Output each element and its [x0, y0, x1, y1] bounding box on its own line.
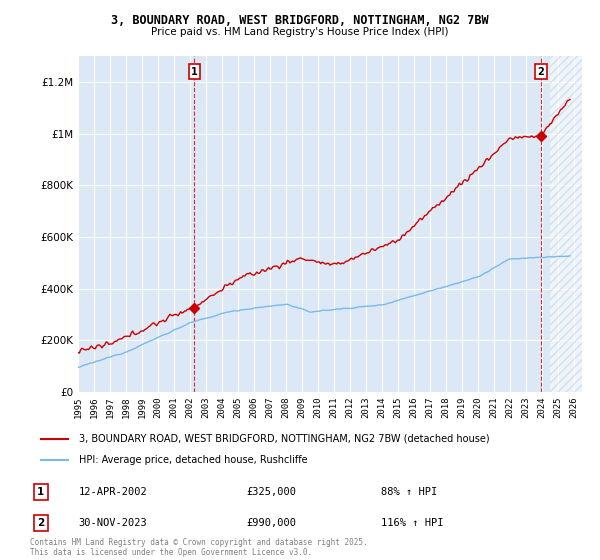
Text: £325,000: £325,000: [246, 487, 296, 497]
Text: £990,000: £990,000: [246, 519, 296, 528]
Text: 88% ↑ HPI: 88% ↑ HPI: [381, 487, 437, 497]
Text: 116% ↑ HPI: 116% ↑ HPI: [381, 519, 443, 528]
Text: HPI: Average price, detached house, Rushcliffe: HPI: Average price, detached house, Rush…: [79, 455, 307, 465]
Text: 12-APR-2002: 12-APR-2002: [79, 487, 148, 497]
Text: 2: 2: [37, 519, 44, 528]
Bar: [550, 56, 582, 392]
Text: 1: 1: [37, 487, 44, 497]
Text: 3, BOUNDARY ROAD, WEST BRIDGFORD, NOTTINGHAM, NG2 7BW (detached house): 3, BOUNDARY ROAD, WEST BRIDGFORD, NOTTIN…: [79, 434, 489, 444]
Text: 1: 1: [191, 67, 198, 77]
Text: Contains HM Land Registry data © Crown copyright and database right 2025.
This d: Contains HM Land Registry data © Crown c…: [30, 538, 368, 557]
Text: 30-NOV-2023: 30-NOV-2023: [79, 519, 148, 528]
Text: 2: 2: [538, 67, 544, 77]
Text: Price paid vs. HM Land Registry's House Price Index (HPI): Price paid vs. HM Land Registry's House …: [151, 27, 449, 37]
Text: 3, BOUNDARY ROAD, WEST BRIDGFORD, NOTTINGHAM, NG2 7BW: 3, BOUNDARY ROAD, WEST BRIDGFORD, NOTTIN…: [111, 14, 489, 27]
